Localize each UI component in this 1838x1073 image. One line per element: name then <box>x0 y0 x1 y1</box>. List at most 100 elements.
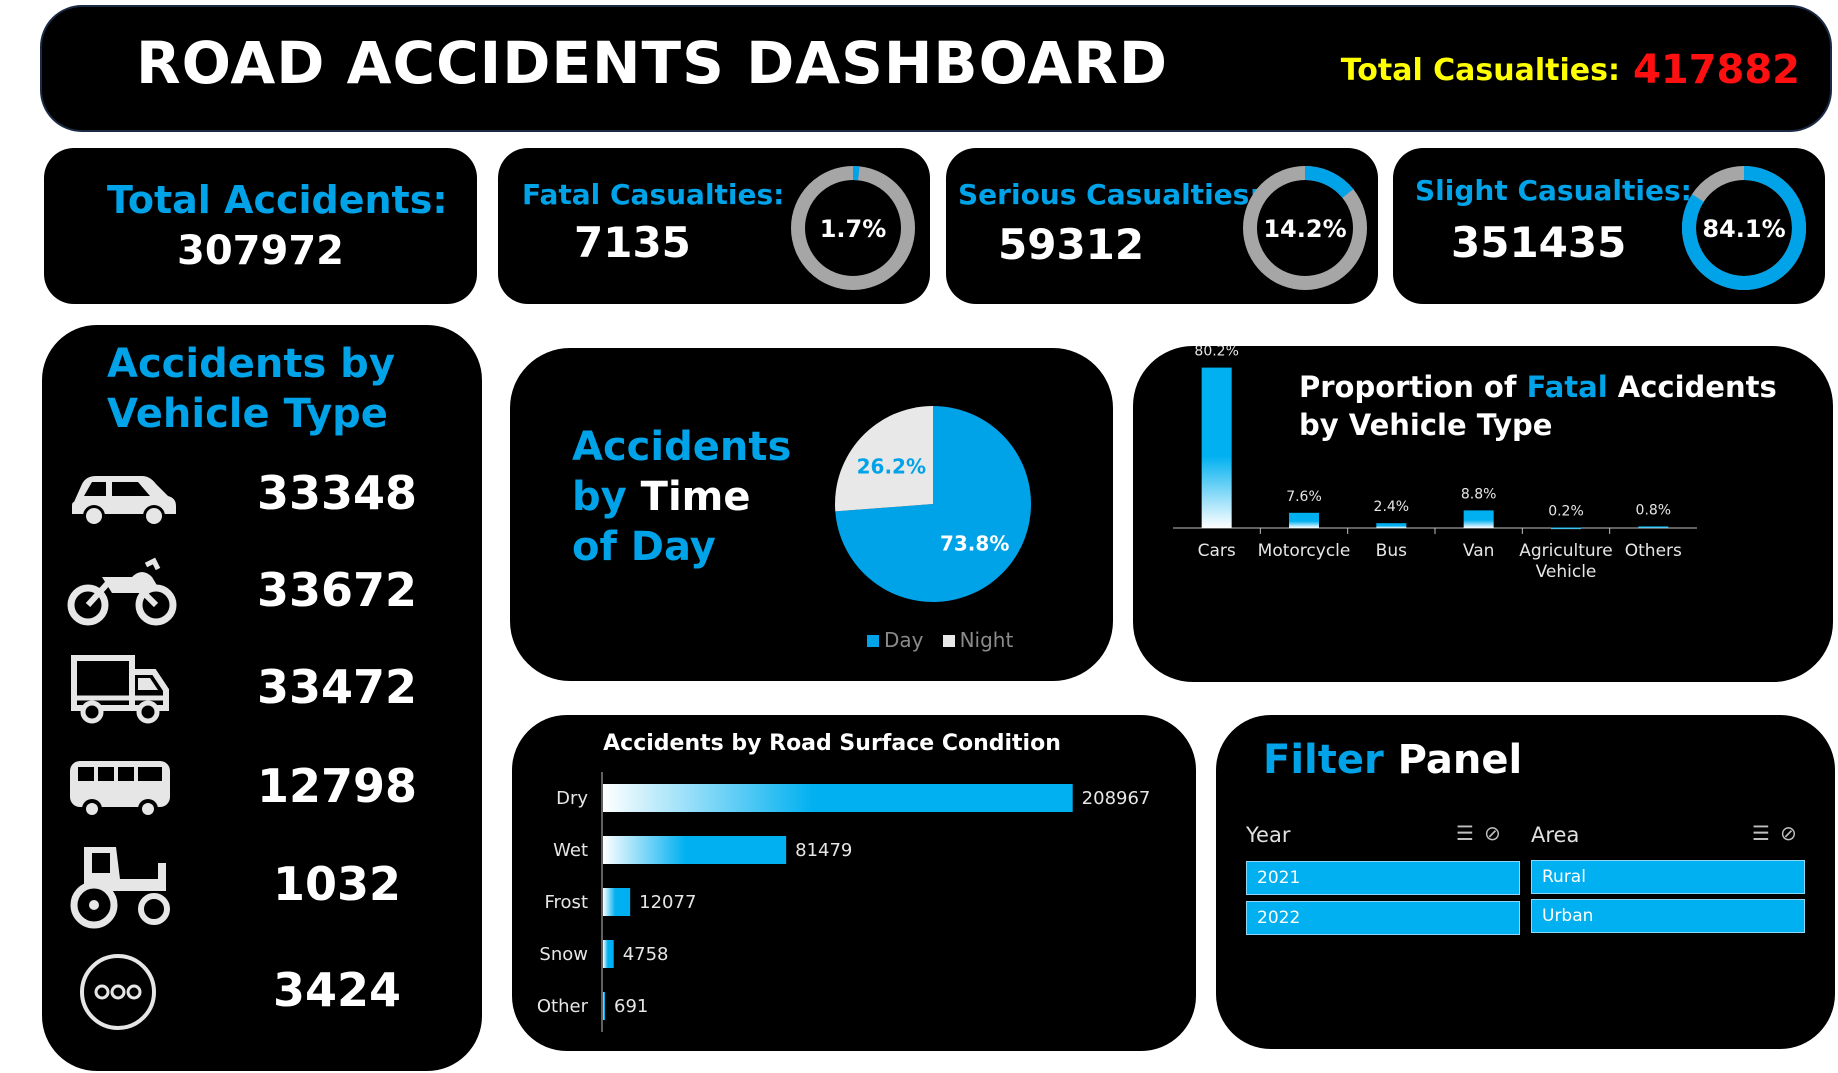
multi-select-icon[interactable]: ☰ <box>1752 821 1780 845</box>
slight-casualties-label: Slight Casualties: <box>1415 174 1692 207</box>
slight-pct-ring: 84.1% <box>1682 166 1806 290</box>
legend-swatch-night <box>942 635 955 647</box>
vehicle-type-card: Accidents by Vehicle Type 33348 33672 <box>42 325 482 1071</box>
fatal-title-accent: Fatal <box>1526 370 1608 404</box>
vehicle-value-motorcycle: 33672 <box>256 563 418 617</box>
fatal-title-pre: Proportion of <box>1299 370 1517 404</box>
time-of-day-card: Accidents by Time of Day 73.8% 26.2% Day … <box>510 348 1113 681</box>
area-option-urban[interactable]: Urban <box>1531 899 1805 933</box>
more-icon <box>80 954 156 1030</box>
multi-select-icon[interactable]: ☰ <box>1456 821 1484 845</box>
vehicle-value-other: 3424 <box>272 963 402 1017</box>
vehicle-row-car: 33348 <box>62 450 462 540</box>
filter-title-rest: Panel <box>1397 737 1523 783</box>
road-surface-title: Accidents by Road Surface Condition <box>603 731 1061 756</box>
road-surface-card: Accidents by Road Surface Condition Dry 2… <box>512 715 1196 1051</box>
hbar-value-label: 4758 <box>623 944 669 965</box>
serious-casualties-label: Serious Casualties: <box>958 178 1261 211</box>
hbar-snow <box>603 940 614 968</box>
vehicle-value-car: 33348 <box>256 466 418 520</box>
slight-casualties-value: 351435 <box>1451 218 1627 267</box>
year-option-2022[interactable]: 2022 <box>1246 901 1520 935</box>
total-casualties-value: 417882 <box>1633 47 1800 93</box>
serious-casualties-value: 59312 <box>998 220 1145 269</box>
legend-swatch-day <box>867 635 879 647</box>
vehicle-row-motorcycle: 33672 <box>62 547 462 637</box>
bar-value-label: 0.2% <box>1548 504 1584 520</box>
hbar-value-label: 208967 <box>1082 788 1151 809</box>
bar-2 <box>1376 523 1407 528</box>
tractor-icon <box>70 847 170 929</box>
time-of-day-title-time: Time <box>640 474 751 520</box>
fatal-by-vehicle-card: 80.2% Cars 7.6% Motorcycle 2.4% Bus 8.8% Van 0.2… <box>1133 346 1833 682</box>
bar-5 <box>1638 526 1669 528</box>
clear-filter-icon[interactable]: ⊘ <box>1483 821 1511 845</box>
slight-pct-label: 84.1% <box>1702 215 1785 243</box>
fatal-pct-ring: 1.7% <box>791 166 915 290</box>
serious-pct-ring: 14.2% <box>1243 166 1367 290</box>
fatal-casualties-card: Fatal Casualties: 7135 1.7% <box>498 148 930 304</box>
filter-title-accent: Filter <box>1263 737 1384 783</box>
bar-3 <box>1463 510 1494 528</box>
hbar-value-label: 81479 <box>795 840 852 861</box>
y-tick-label: Other <box>537 996 589 1017</box>
vehicle-row-van: 33472 <box>62 644 462 734</box>
filter-panel-title: Filter Panel <box>1263 737 1522 783</box>
pie-label-night: 26.2% <box>857 454 926 478</box>
bar-value-label: 8.8% <box>1461 486 1497 502</box>
fatal-casualties-value: 7135 <box>574 218 691 267</box>
x-tick-label: Bus <box>1376 541 1407 561</box>
slight-casualties-card: Slight Casualties: 351435 84.1% <box>1393 148 1825 304</box>
fatal-title-post: Accidents <box>1617 370 1777 404</box>
y-tick-label: Dry <box>556 788 588 809</box>
fatal-title-line2: by Vehicle Type <box>1299 408 1553 442</box>
bus-icon <box>70 761 170 819</box>
pie-label-day: 73.8% <box>940 532 1009 556</box>
time-of-day-title-by: by <box>572 474 627 520</box>
x-tick-label: Motorcycle <box>1258 541 1351 561</box>
hbar-value-label: 691 <box>614 996 648 1017</box>
y-tick-label: Wet <box>553 840 588 861</box>
bar-value-label: 7.6% <box>1286 489 1322 505</box>
vehicle-value-bus: 12798 <box>256 759 418 813</box>
hbar-other <box>603 992 605 1020</box>
fatal-by-vehicle-title: Proportion of Fatal Accidents by Vehicle… <box>1299 368 1819 444</box>
year-option-2021[interactable]: 2021 <box>1246 861 1520 895</box>
area-slicer-tools: ☰⊘ <box>1752 821 1807 845</box>
page-title: ROAD ACCIDENTS DASHBOARD <box>136 29 1169 97</box>
total-accidents-value: 307972 <box>177 228 344 274</box>
year-slicer-tools: ☰⊘ <box>1456 821 1511 845</box>
car-icon <box>72 476 176 527</box>
dashboard-header: ROAD ACCIDENTS DASHBOARD Total Casualtie… <box>40 5 1832 132</box>
clear-filter-icon[interactable]: ⊘ <box>1779 821 1807 845</box>
y-tick-label: Snow <box>539 944 588 965</box>
pie-slice-night <box>835 406 933 512</box>
vehicle-row-other: 3424 <box>62 947 462 1037</box>
x-tick-label: Cars <box>1198 541 1236 561</box>
vehicle-row-bus: 12798 <box>62 743 462 833</box>
bar-1 <box>1289 512 1319 528</box>
vehicle-row-tractor: 1032 <box>62 841 462 931</box>
filter-panel: Filter Panel Year ☰⊘ 2021 2022 Area ☰⊘ R… <box>1216 715 1835 1049</box>
vehicle-value-van: 33472 <box>256 660 418 714</box>
van-icon <box>71 655 169 724</box>
vehicle-type-title: Accidents by Vehicle Type <box>107 341 395 437</box>
time-of-day-title: Accidents by Time of Day <box>572 422 791 572</box>
time-of-day-legend: Day Night <box>867 628 1013 652</box>
y-tick-label: Frost <box>545 892 589 913</box>
time-of-day-title-line3: of Day <box>572 524 716 570</box>
area-option-rural[interactable]: Rural <box>1531 860 1805 894</box>
bar-value-label: 80.2% <box>1194 346 1238 360</box>
total-accidents-card: Total Accidents: 307972 <box>44 148 477 304</box>
time-of-day-pie: 73.8% 26.2% <box>835 406 1031 602</box>
total-accidents-label: Total Accidents: <box>107 178 448 222</box>
pie-slice-day <box>835 406 1031 602</box>
total-casualties-label: Total Casualties: <box>1340 53 1620 88</box>
hbar-value-label: 12077 <box>639 892 696 913</box>
fatal-pct-label: 1.7% <box>820 215 887 243</box>
bar-value-label: 2.4% <box>1374 499 1410 515</box>
legend-label-day: Day <box>884 628 924 652</box>
bar-value-label: 0.8% <box>1636 502 1672 518</box>
serious-casualties-card: Serious Casualties: 59312 14.2% <box>946 148 1378 304</box>
time-of-day-title-line1: Accidents <box>572 424 792 470</box>
